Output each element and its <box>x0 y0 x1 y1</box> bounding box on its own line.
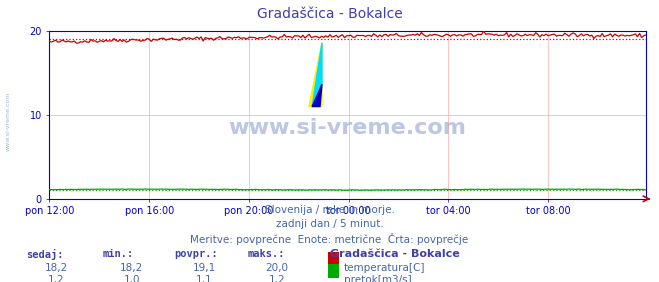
Text: temperatura[C]: temperatura[C] <box>344 263 426 273</box>
Text: 1,2: 1,2 <box>47 275 65 282</box>
Text: 1,1: 1,1 <box>196 275 213 282</box>
Text: povpr.:: povpr.: <box>175 249 218 259</box>
Text: 18,2: 18,2 <box>120 263 144 273</box>
Text: 1,0: 1,0 <box>123 275 140 282</box>
Polygon shape <box>312 43 322 107</box>
Text: maks.:: maks.: <box>247 249 285 259</box>
Text: Gradaščica - Bokalce: Gradaščica - Bokalce <box>256 7 403 21</box>
Text: Gradaščica - Bokalce: Gradaščica - Bokalce <box>330 249 459 259</box>
Text: Slovenija / reke in morje.: Slovenija / reke in morje. <box>264 205 395 215</box>
Polygon shape <box>309 43 322 107</box>
Text: 20,0: 20,0 <box>266 263 288 273</box>
Text: zadnji dan / 5 minut.: zadnji dan / 5 minut. <box>275 219 384 229</box>
Text: www.si-vreme.com: www.si-vreme.com <box>229 118 467 138</box>
Text: Meritve: povprečne  Enote: metrične  Črta: povprečje: Meritve: povprečne Enote: metrične Črta:… <box>190 233 469 246</box>
Text: 19,1: 19,1 <box>192 263 216 273</box>
Text: www.si-vreme.com: www.si-vreme.com <box>5 92 11 151</box>
Text: min.:: min.: <box>102 249 133 259</box>
Text: 1,2: 1,2 <box>268 275 285 282</box>
Text: pretok[m3/s]: pretok[m3/s] <box>344 275 412 282</box>
Polygon shape <box>312 84 322 107</box>
Text: 18,2: 18,2 <box>44 263 68 273</box>
Text: sedaj:: sedaj: <box>26 249 64 260</box>
